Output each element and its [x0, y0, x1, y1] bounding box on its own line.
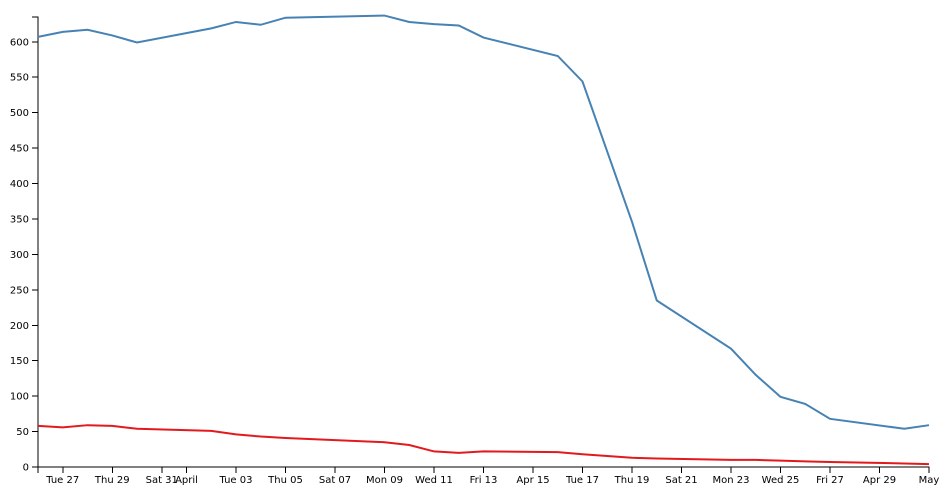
- x-tick-label: Sat 31: [146, 475, 178, 486]
- x-tick-label: Fri 13: [470, 475, 498, 486]
- y-tick-label: 400: [10, 179, 29, 190]
- x-tick-label: Fri 27: [816, 475, 844, 486]
- x-tick-label: Apr 29: [863, 475, 896, 486]
- x-tick-label: April: [175, 475, 198, 486]
- x-tick-label: Tue 27: [45, 475, 79, 486]
- y-tick-label: 550: [10, 73, 29, 84]
- y-tick-label: 500: [10, 108, 29, 119]
- y-tick-label: 250: [10, 285, 29, 296]
- x-tick-label: Thu 29: [94, 475, 130, 486]
- x-tick-label: Thu 19: [614, 475, 650, 486]
- y-tick-label: 150: [10, 356, 29, 367]
- x-tick-label: Mon 09: [366, 475, 403, 486]
- y-tick-label: 0: [23, 463, 29, 474]
- y-tick-label: 300: [10, 250, 29, 261]
- y-axis-line: [32, 16, 39, 468]
- y-tick-label: 50: [16, 427, 29, 438]
- x-tick-label: Mon 23: [713, 475, 750, 486]
- x-tick-label: Apr 15: [516, 475, 549, 486]
- x-tick-label: May: [919, 475, 940, 486]
- x-tick-label: Sat 07: [319, 475, 351, 486]
- y-tick-label: 350: [10, 214, 29, 225]
- line-series: [37, 424, 930, 466]
- y-tick-label: 450: [10, 144, 29, 155]
- y-tick-label: 200: [10, 321, 29, 332]
- y-tick-label: 100: [10, 392, 29, 403]
- x-tick-label: Tue 17: [565, 475, 599, 486]
- x-tick-label: Wed 11: [415, 475, 453, 486]
- line-series: [37, 14, 930, 430]
- x-tick-label: Sat 21: [665, 475, 697, 486]
- x-tick-label: Thu 05: [267, 475, 303, 486]
- y-tick-label: 600: [10, 37, 29, 48]
- x-tick-label: Tue 03: [219, 475, 253, 486]
- axes: [32, 16, 930, 473]
- x-tick-label: Wed 25: [762, 475, 800, 486]
